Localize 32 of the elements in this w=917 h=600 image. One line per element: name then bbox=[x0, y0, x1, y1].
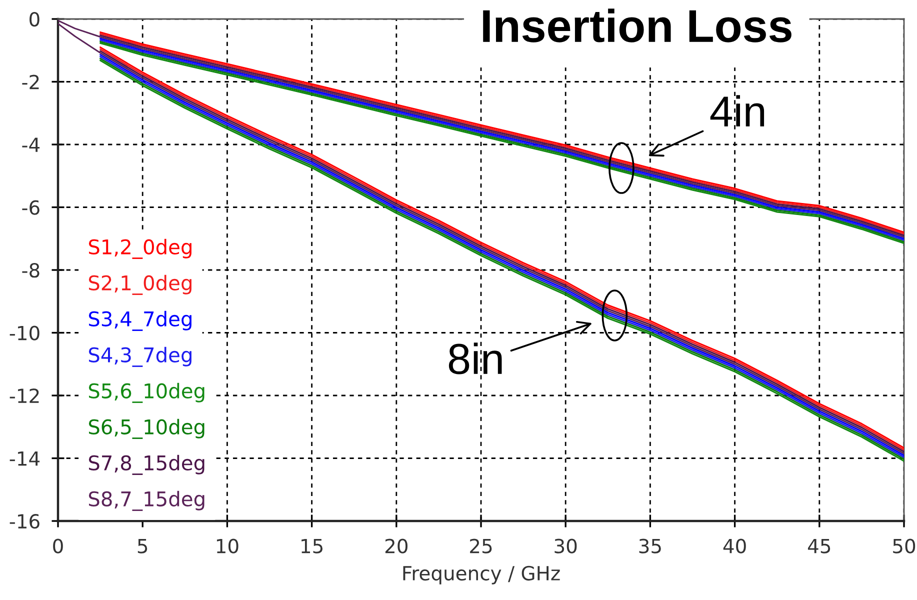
x-tick-label: 50 bbox=[893, 538, 916, 554]
y-tick-label: -16 bbox=[10, 514, 40, 529]
x-tick-label: 15 bbox=[302, 538, 322, 554]
x-tick-label: 40 bbox=[723, 538, 746, 554]
x-tick-label: 20 bbox=[385, 538, 408, 554]
y-tick-label: -8 bbox=[22, 262, 40, 278]
x-tick-label: 0 bbox=[53, 538, 63, 554]
annotation: 4in bbox=[710, 95, 764, 126]
chart-title: Insertion Loss bbox=[483, 8, 792, 42]
text: S2,1_0deg bbox=[88, 274, 192, 295]
x-tick-label: 5 bbox=[138, 538, 148, 554]
x-tick-label: 45 bbox=[808, 538, 830, 554]
x-axis-title: Frequency / GHz bbox=[403, 566, 560, 584]
x-tick-label: 10 bbox=[216, 538, 238, 554]
x-tick-label: 30 bbox=[554, 538, 577, 554]
text: S5,6_10deg bbox=[88, 382, 204, 403]
y-tick-label: -10 bbox=[10, 326, 40, 340]
y-tick-label: -6 bbox=[22, 200, 40, 215]
x-tick-label: 25 bbox=[470, 538, 492, 554]
text: S1,2_0deg bbox=[88, 238, 192, 259]
y-tick-label: -12 bbox=[10, 388, 39, 403]
text: S6,5_10deg bbox=[88, 418, 204, 439]
text: S8,7_15deg bbox=[88, 490, 204, 511]
y-tick-label: -14 bbox=[10, 451, 40, 466]
x-tick-label: 35 bbox=[639, 538, 661, 554]
text: S7,8_15deg bbox=[88, 454, 204, 475]
text: S4,3_7deg bbox=[88, 346, 192, 367]
y-tick-label: 0 bbox=[30, 12, 40, 27]
text: S3,4_7deg bbox=[88, 310, 192, 331]
y-tick-label: -4 bbox=[22, 138, 40, 152]
annotation: 8in bbox=[448, 342, 502, 374]
y-tick-label: -2 bbox=[22, 74, 39, 90]
